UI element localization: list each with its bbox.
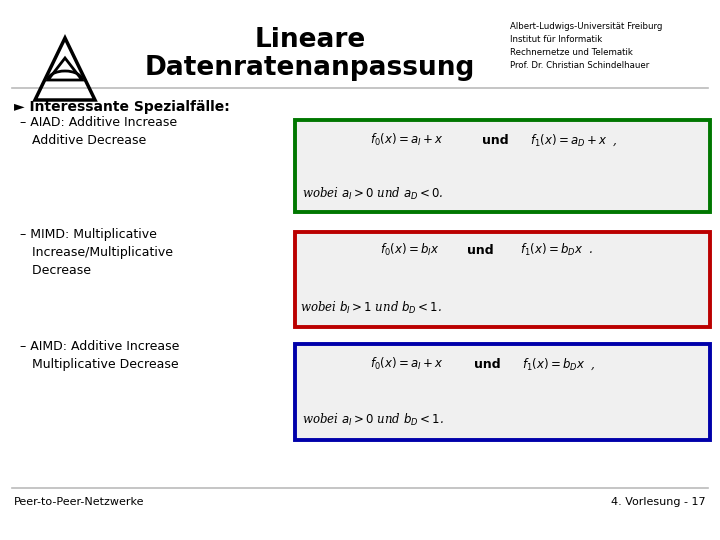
Text: und: und (467, 244, 493, 256)
Text: $f_0(x) = b_I x$: $f_0(x) = b_I x$ (380, 242, 439, 258)
Text: – AIAD: Additive Increase
   Additive Decrease: – AIAD: Additive Increase Additive Decre… (20, 116, 177, 147)
Text: Datenratenanpassung: Datenratenanpassung (145, 55, 475, 81)
Text: Albert-Ludwigs-Universität Freiburg
Institut für Informatik
Rechnernetze und Tel: Albert-Ludwigs-Universität Freiburg Inst… (510, 22, 662, 70)
FancyBboxPatch shape (295, 232, 710, 327)
Text: $f_0(x) = a_I + x$: $f_0(x) = a_I + x$ (370, 356, 444, 372)
Text: $f_1(x) = b_D x$  ,: $f_1(x) = b_D x$ , (522, 356, 595, 372)
FancyBboxPatch shape (295, 120, 710, 212)
Text: ► Interessante Spezialfälle:: ► Interessante Spezialfälle: (14, 100, 230, 114)
Text: wobei $a_I > 0$ und $a_D < 0$.: wobei $a_I > 0$ und $a_D < 0$. (302, 186, 444, 202)
Text: $f_1(x) = a_D + x$  ,: $f_1(x) = a_D + x$ , (530, 132, 618, 148)
Text: Lineare: Lineare (254, 27, 366, 53)
Text: – AIMD: Additive Increase
   Multiplicative Decrease: – AIMD: Additive Increase Multiplicative… (20, 340, 179, 371)
Text: wobei $b_I > 1$ und $b_D < 1$.: wobei $b_I > 1$ und $b_D < 1$. (300, 300, 442, 316)
Text: 4. Vorlesung - 17: 4. Vorlesung - 17 (611, 497, 706, 507)
Text: und: und (474, 357, 500, 370)
FancyBboxPatch shape (295, 344, 710, 440)
Text: und: und (482, 133, 508, 146)
Text: wobei $a_I > 0$ und $b_D < 1$.: wobei $a_I > 0$ und $b_D < 1$. (302, 412, 444, 428)
Text: $f_1(x) = b_D x$  .: $f_1(x) = b_D x$ . (520, 242, 593, 258)
Text: – MIMD: Multiplicative
   Increase/Multiplicative
   Decrease: – MIMD: Multiplicative Increase/Multipli… (20, 228, 173, 277)
Text: $f_0(x) = a_I + x$: $f_0(x) = a_I + x$ (370, 132, 444, 148)
Text: Peer-to-Peer-Netzwerke: Peer-to-Peer-Netzwerke (14, 497, 145, 507)
